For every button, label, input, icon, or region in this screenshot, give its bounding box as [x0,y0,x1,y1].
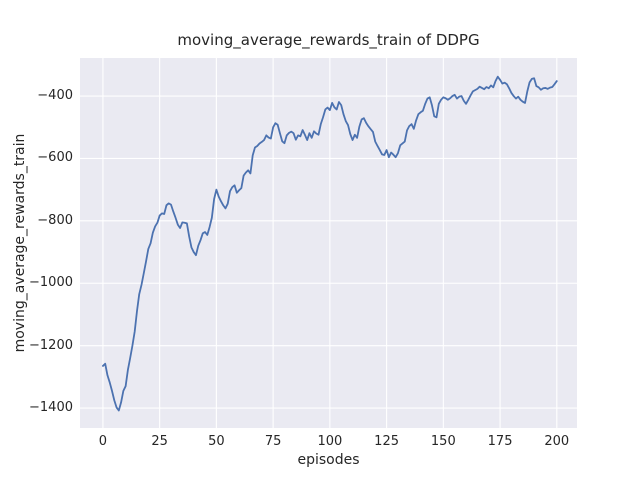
x-axis-label: episodes [297,452,360,468]
plot-area [80,58,577,428]
x-tick-label: 175 [487,434,513,449]
y-axis-label: moving_average_rewards_train [12,133,28,353]
y-tick-label: −400 [37,88,73,104]
y-tick-label: −600 [37,150,73,166]
x-tick-label: 200 [544,434,570,449]
x-tick-label: 0 [98,434,108,449]
y-tick-label: −1000 [29,275,73,291]
x-tick-label: 50 [208,434,225,449]
chart-title: moving_average_rewards_train of DDPG [177,31,480,49]
x-tick-label: 150 [430,434,456,449]
x-tick-label: 75 [264,434,282,449]
y-tick-label: −1200 [29,337,73,353]
x-tick-label: 125 [374,434,400,449]
x-tick-label: 25 [151,434,168,449]
series-moving_average_rewards_train [102,75,558,412]
line-plot [80,58,577,428]
x-tick-label: 100 [317,434,343,449]
y-tick-label: −1400 [29,400,73,416]
y-tick-label: −800 [37,212,73,228]
